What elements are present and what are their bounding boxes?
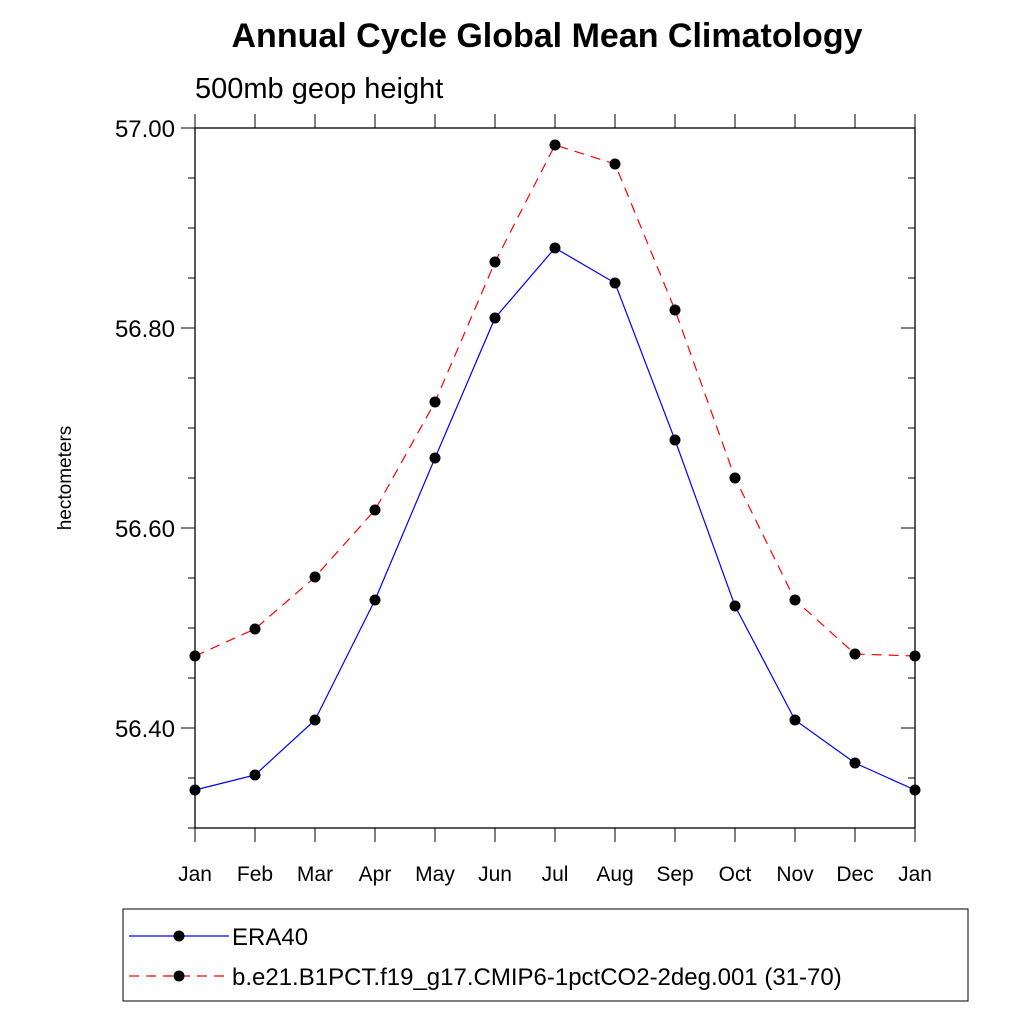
data-point-series-0 [849, 757, 861, 769]
series-line-1 [194, 144, 916, 657]
data-point-series-0 [369, 594, 381, 606]
legend-marker-era40 [173, 930, 185, 942]
legend-label-era40: ERA40 [232, 924, 308, 951]
x-tick-label: Jun [478, 863, 512, 886]
data-point-series-0 [609, 277, 621, 289]
data-point-series-1 [729, 472, 741, 484]
data-point-series-1 [429, 396, 441, 408]
y-tick-label: 57.00 [115, 116, 175, 143]
x-tick-label: Jul [542, 863, 569, 886]
chart-title: Annual Cycle Global Mean Climatology [232, 17, 863, 55]
x-tick-label: Jan [178, 863, 212, 886]
y-tick-label: 56.80 [115, 316, 175, 343]
x-tick-label: May [415, 863, 455, 886]
data-point-series-0 [669, 434, 681, 446]
legend-box [122, 908, 969, 1002]
data-point-series-1 [609, 158, 621, 170]
data-point-series-1 [249, 623, 261, 635]
data-point-series-0 [249, 769, 261, 781]
data-point-series-0 [429, 452, 441, 464]
legend-marker-cmip6 [173, 970, 185, 982]
x-tick-label: Jan [898, 863, 932, 886]
data-point-series-1 [789, 594, 801, 606]
data-point-series-1 [489, 256, 501, 268]
plot-frame [194, 127, 916, 829]
x-tick-label: Sep [656, 863, 693, 886]
y-tick-label: 56.60 [115, 516, 175, 543]
x-tick-label: Apr [359, 863, 392, 886]
y-axis-label: hectometers [55, 426, 76, 531]
data-point-series-1 [669, 304, 681, 316]
data-point-series-0 [549, 242, 561, 254]
data-point-series-0 [489, 312, 501, 324]
data-point-series-0 [729, 600, 741, 612]
data-point-series-1 [849, 648, 861, 660]
x-tick-label: Feb [237, 863, 273, 886]
data-point-series-1 [309, 571, 321, 583]
x-tick-label: Aug [596, 863, 633, 886]
data-point-series-1 [369, 504, 381, 516]
legend-label-cmip6: b.e21.B1PCT.f19_g17.CMIP6-1pctCO2-2deg.0… [232, 964, 842, 991]
data-point-series-0 [309, 714, 321, 726]
series-markers [189, 139, 921, 796]
y-tick-label: 56.40 [115, 716, 175, 743]
x-tick-label: Mar [297, 863, 333, 886]
legend: ERA40 b.e21.B1PCT.f19_g17.CMIP6-1pctCO2-… [122, 908, 969, 1002]
series-line-0 [194, 247, 916, 791]
x-tick-label: Oct [719, 863, 752, 886]
chart-subtitle: 500mb geop height [195, 73, 443, 105]
data-point-series-1 [549, 139, 561, 151]
axis-ticks: 56.40 56.60 56.80 57.00 Jan Feb Mar Apr May Jun Ju… [115, 114, 932, 886]
data-point-series-0 [789, 714, 801, 726]
series-lines [194, 144, 916, 791]
x-tick-label: Dec [836, 863, 873, 886]
x-tick-label: Nov [776, 863, 814, 886]
